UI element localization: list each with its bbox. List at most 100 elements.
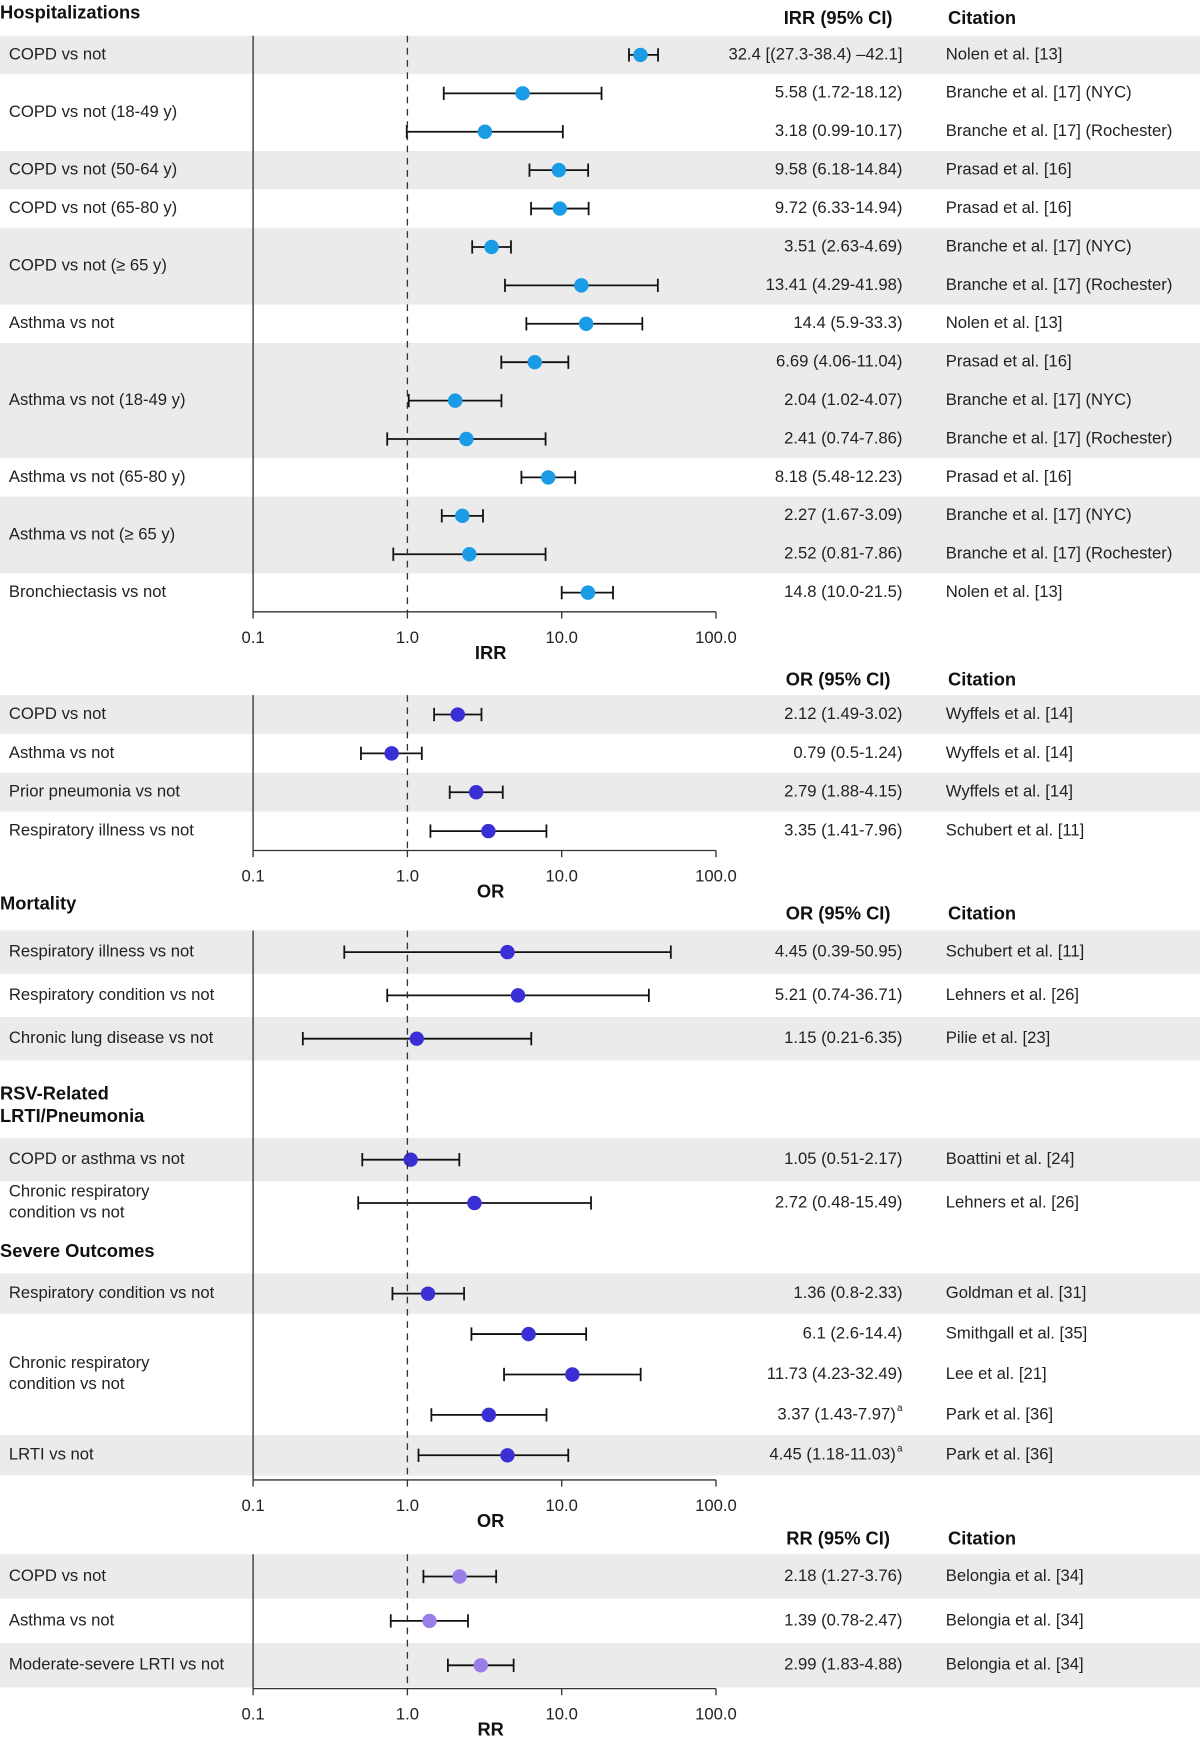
column-header: Citation	[948, 903, 1016, 924]
group-label: Bronchiectasis vs not	[9, 582, 167, 601]
citation: Prasad et al. [16]	[946, 198, 1072, 217]
ci-label: 14.4 (5.9-33.3)	[793, 313, 902, 332]
x-tick-label: 1.0	[396, 1496, 419, 1515]
citation: Nolen et al. [13]	[946, 44, 1063, 63]
point-estimate	[521, 1326, 536, 1342]
x-tick-label: 0.1	[242, 1705, 265, 1724]
point-estimate	[551, 162, 567, 178]
section-title: Severe Outcomes	[0, 1240, 155, 1261]
ci-label: 3.37 (1.43-7.97)	[777, 1404, 895, 1423]
group-label: Chronic respiratory condition vs not	[9, 1182, 150, 1222]
citation: Lehners et al. [26]	[946, 1192, 1079, 1211]
citation: Belongia et al. [34]	[946, 1610, 1084, 1629]
row-band	[0, 342, 1200, 459]
citation: Prasad et al. [16]	[946, 467, 1072, 486]
ci-label: 0.79 (0.5-1.24)	[793, 743, 902, 762]
row-band	[0, 1273, 1200, 1314]
group-label: Chronic respiratory condition vs not	[9, 1353, 150, 1393]
x-tick-label: 0.1	[242, 1496, 265, 1515]
x-tick-label: 10.0	[546, 1496, 578, 1515]
column-header: OR (95% CI)	[786, 669, 891, 690]
point-estimate	[500, 944, 515, 960]
point-estimate	[552, 201, 568, 216]
point-estimate	[468, 785, 484, 800]
group-label: COPD or asthma vs not	[9, 1149, 185, 1168]
point-estimate	[409, 1031, 424, 1046]
point-estimate	[467, 1195, 482, 1211]
group-label: Asthma vs not	[9, 1610, 115, 1629]
citation: Wyffels et al. [14]	[946, 782, 1073, 801]
point-estimate	[462, 547, 477, 562]
footnote-mark: a	[897, 1403, 903, 1414]
ci-label: 2.72 (0.48-15.49)	[775, 1192, 903, 1211]
row-band	[0, 772, 1200, 812]
group-label: LRTI vs not	[9, 1445, 94, 1464]
group-label: Asthma vs not (≥ 65 y)	[9, 524, 175, 543]
ci-label: 4.45 (0.39-50.95)	[775, 941, 903, 960]
ci-label: 5.58 (1.72-18.12)	[775, 83, 903, 102]
point-estimate	[574, 278, 589, 293]
point-estimate	[633, 47, 648, 63]
group-label: Respiratory illness vs not	[9, 941, 194, 960]
citation: Belongia et al. [34]	[946, 1655, 1084, 1674]
column-header: RR (95% CI)	[786, 1528, 890, 1549]
group-label: Respiratory condition vs not	[9, 985, 215, 1004]
x-axis-label: IRR	[475, 642, 507, 663]
point-estimate	[473, 1658, 489, 1673]
ci-label: 2.41 (0.74-7.86)	[784, 428, 902, 447]
point-estimate	[481, 1407, 497, 1423]
point-estimate	[527, 354, 542, 370]
ci-label: 1.39 (0.78-2.47)	[784, 1610, 902, 1629]
x-axis-label: OR	[477, 1510, 504, 1531]
citation: Belongia et al. [34]	[946, 1566, 1084, 1585]
column-header: Citation	[948, 7, 1016, 28]
x-tick-label: 1.0	[396, 1705, 419, 1724]
group-label: COPD vs not	[9, 1566, 106, 1585]
ci-label: 1.36 (0.8-2.33)	[793, 1283, 902, 1302]
row-band	[0, 1643, 1200, 1688]
citation: Branche et al. [17] (Rochester)	[946, 121, 1173, 140]
citation: Branche et al. [17] (NYC)	[946, 390, 1132, 409]
group-label: COPD vs not (50-64 y)	[9, 160, 177, 179]
point-estimate	[578, 316, 594, 331]
x-tick-label: 100.0	[695, 1496, 737, 1515]
group-label: Moderate-severe LRTI vs not	[9, 1655, 225, 1674]
citation: Schubert et al. [11]	[946, 820, 1084, 839]
x-tick-label: 0.1	[242, 867, 265, 886]
citation: Lee et al. [21]	[946, 1364, 1047, 1383]
group-label: Asthma vs not	[9, 743, 115, 762]
citation: Branche et al. [17] (Rochester)	[946, 428, 1173, 447]
group-label: Asthma vs not (65-80 y)	[9, 467, 186, 486]
citation: Wyffels et al. [14]	[946, 704, 1073, 723]
section-title: RSV-Related LRTI/Pneumonia	[0, 1083, 145, 1126]
ci-label: 3.35 (1.41-7.96)	[784, 820, 902, 839]
ci-label: 5.21 (0.74-36.71)	[775, 985, 903, 1004]
x-tick-label: 10.0	[546, 628, 578, 647]
footnote-mark: a	[897, 1443, 903, 1454]
point-estimate	[384, 746, 399, 761]
ci-label: 8.18 (5.48-12.23)	[775, 467, 903, 486]
x-tick-label: 10.0	[546, 1705, 578, 1724]
group-label: COPD vs not (65-80 y)	[9, 198, 177, 217]
x-tick-label: 100.0	[695, 1705, 737, 1724]
citation: Lehners et al. [26]	[946, 985, 1079, 1004]
citation: Goldman et al. [31]	[946, 1283, 1087, 1302]
bands	[0, 35, 1200, 1688]
group-label: COPD vs not (≥ 65 y)	[9, 256, 167, 275]
row-band	[0, 496, 1200, 574]
ci-label: 2.04 (1.02-4.07)	[784, 390, 902, 409]
point-estimate	[500, 1448, 515, 1463]
group-label: COPD vs not (18-49 y)	[9, 102, 177, 121]
row-band	[0, 1017, 1200, 1061]
point-estimate	[450, 707, 465, 722]
ci-label: 1.05 (0.51-2.17)	[784, 1149, 902, 1168]
ci-label: 2.79 (1.88-4.15)	[784, 782, 902, 801]
point-estimate	[459, 431, 474, 447]
citation: Prasad et al. [16]	[946, 352, 1072, 371]
point-estimate	[452, 1569, 467, 1584]
point-estimate	[420, 1286, 436, 1301]
citation: Branche et al. [17] (NYC)	[946, 236, 1132, 255]
ci-label: 9.72 (6.33-14.94)	[775, 198, 903, 217]
point-estimate	[541, 470, 556, 485]
